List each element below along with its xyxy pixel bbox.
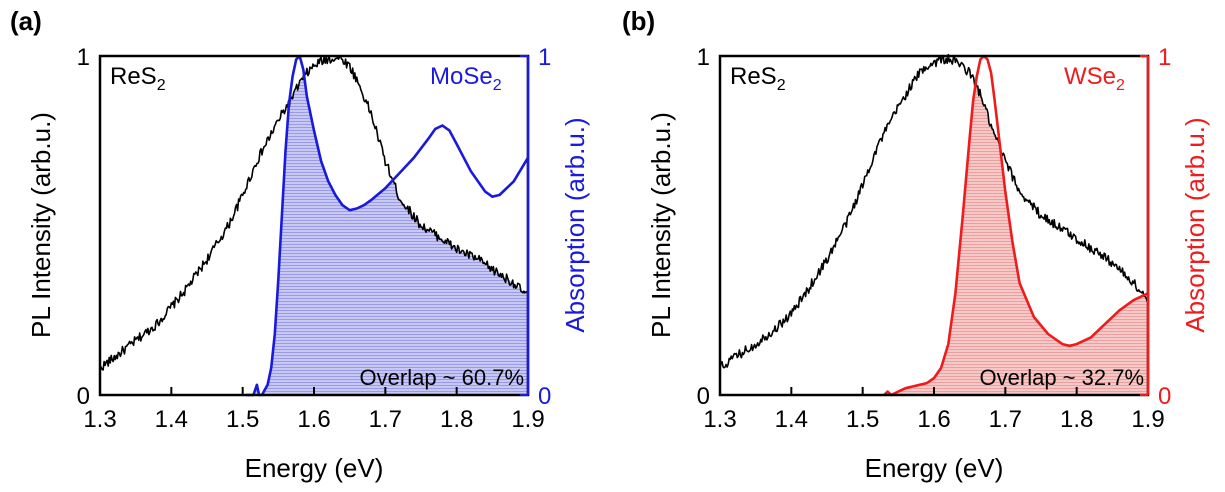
y-tick-label-right: 1 — [538, 44, 551, 71]
overlap-area — [884, 85, 1148, 396]
x-tick-label: 1.4 — [775, 406, 808, 433]
x-tick-label: 1.6 — [917, 406, 950, 433]
data-marks — [99, 54, 530, 397]
y-tick-label-left: 1 — [77, 44, 90, 71]
panel-label: (a) — [10, 6, 42, 36]
y-axis-right-title: Absorption (arb.u.) — [560, 117, 590, 332]
x-tick-label: 1.3 — [703, 406, 736, 433]
y-tick-label-left: 0 — [697, 383, 710, 410]
series-line-mose2 — [246, 54, 530, 397]
series-line-res2 — [719, 53, 1149, 369]
y-axis-left-title: PL Intensity (arb.u.) — [26, 112, 56, 338]
x-tick-label: 1.5 — [846, 406, 879, 433]
x-axis-title: Energy (eV) — [865, 453, 1004, 483]
y-axis-left-title: PL Intensity (arb.u.) — [646, 112, 676, 338]
legend-label-res2: ReS2 — [730, 63, 786, 94]
x-tick-label: 1.9 — [511, 406, 544, 433]
y-tick-label-right: 0 — [1158, 383, 1171, 410]
x-tick-label: 1.5 — [226, 406, 259, 433]
x-tick-label: 1.6 — [297, 406, 330, 433]
x-tick-label: 1.4 — [155, 406, 188, 433]
overlap-annotation: Overlap ~ 32.7% — [980, 365, 1144, 390]
x-tick-label: 1.7 — [989, 406, 1022, 433]
x-tick-label: 1.9 — [1131, 406, 1164, 433]
y-tick-label-left: 1 — [697, 44, 710, 71]
series-line-res2 — [99, 54, 529, 371]
data-marks — [719, 53, 1149, 397]
legend-label-res2: ReS2 — [110, 63, 166, 94]
x-tick-label: 1.8 — [1060, 406, 1093, 433]
x-tick-label: 1.3 — [83, 406, 116, 433]
y-tick-label-left: 0 — [77, 383, 90, 410]
legend-label-mose2: MoSe2 — [430, 63, 502, 94]
panel-label: (b) — [622, 6, 655, 36]
x-axis-title: Energy (eV) — [245, 453, 384, 483]
overlap-area — [246, 77, 528, 395]
x-tick-label: 1.7 — [369, 406, 402, 433]
y-axis-right-title: Absorption (arb.u.) — [1180, 117, 1210, 332]
x-tick-label: 1.8 — [440, 406, 473, 433]
overlap-annotation: Overlap ~ 60.7% — [360, 365, 524, 390]
y-tick-label-right: 1 — [1158, 44, 1171, 71]
y-tick-label-right: 0 — [538, 383, 551, 410]
legend-label-wse2: WSe2 — [1064, 63, 1125, 94]
